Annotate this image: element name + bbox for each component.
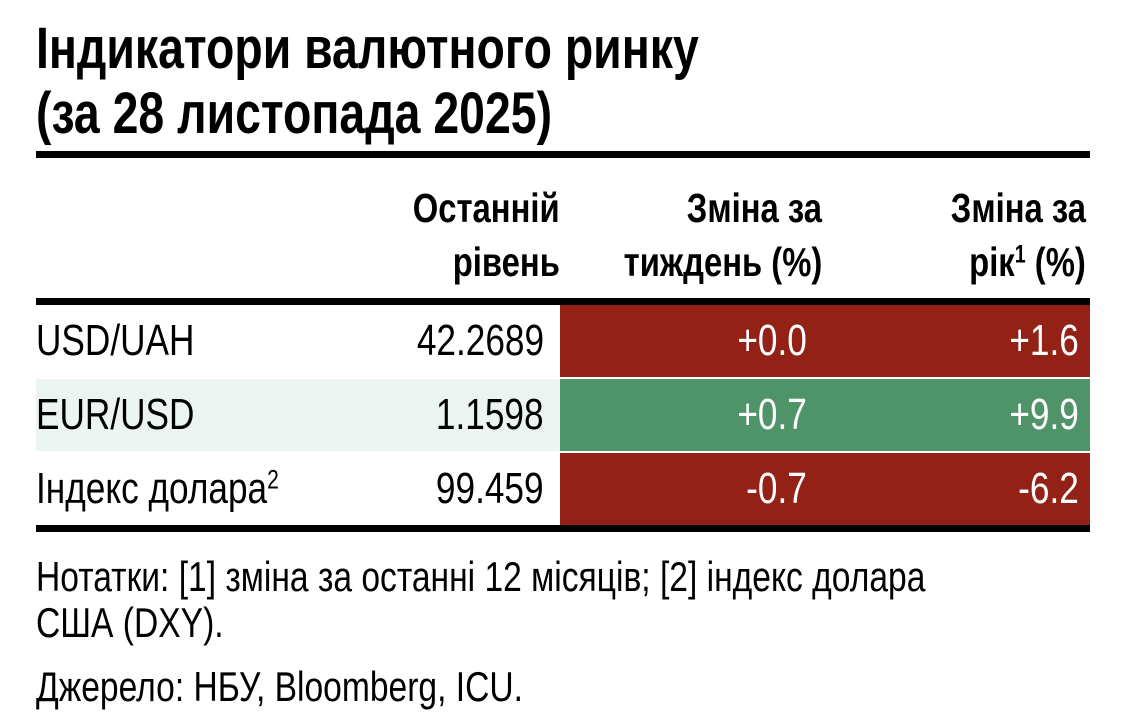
page-title-line2: (за 28 листопада 2025)	[36, 81, 553, 146]
page-title: Індикатори валютного ринку (за 28 листоп…	[36, 16, 1090, 146]
column-header-last-level: Останній рівень	[413, 185, 560, 285]
week-change-value: -0.7	[746, 464, 807, 513]
instrument-label: USD/UAH	[36, 316, 195, 365]
table-row-eur-usd: EUR/USD 1.1598 +0.7 +9.9	[36, 379, 1090, 451]
footnotes-line2: США (DXY).	[36, 599, 224, 646]
row-left-dollar-index: Індекс долара2 99.459	[36, 453, 560, 525]
footnotes: Нотатки: [1] зміна за останні 12 місяців…	[36, 554, 1090, 646]
column-header-year-change: Зміна за рік1 (%)	[950, 185, 1086, 285]
page-title-line1: Індикатори валютного ринку	[36, 16, 699, 81]
last-level-value: 42.2689	[416, 316, 544, 365]
table-body: USD/UAH 42.2689 +0.0 +1.6 EUR/USD 1.1598…	[36, 305, 1090, 525]
year-change-value: +9.9	[1009, 390, 1080, 439]
year-change-value: -6.2	[1018, 464, 1079, 513]
last-level-value: 1.1598	[436, 390, 544, 439]
week-change-value: +0.7	[737, 390, 808, 439]
row-change-cells: +0.0 +1.6	[560, 305, 1090, 377]
table-header-row: Останній рівень Зміна за тиждень (%) Змі…	[36, 181, 1090, 289]
week-change-value: +0.0	[737, 316, 808, 365]
footnote-ref-2: 2	[267, 464, 279, 495]
column-header-week-change: Зміна за тиждень (%)	[623, 185, 822, 285]
table-row-usd-uah: USD/UAH 42.2689 +0.0 +1.6	[36, 305, 1090, 377]
year-change-value: +1.6	[1009, 316, 1080, 365]
table-row-dollar-index: Індекс долара2 99.459 -0.7 -6.2	[36, 453, 1090, 525]
footnote-ref-1: 1	[1014, 241, 1026, 269]
row-change-cells: -0.7 -6.2	[560, 453, 1090, 525]
row-left-usd-uah: USD/UAH 42.2689	[36, 305, 560, 377]
title-divider	[36, 151, 1090, 158]
footnotes-line1: Нотатки: [1] зміна за останні 12 місяців…	[36, 553, 926, 600]
row-left-eur-usd: EUR/USD 1.1598	[36, 379, 560, 451]
instrument-label: EUR/USD	[36, 390, 195, 439]
instrument-label: Індекс долара2	[36, 464, 279, 513]
row-change-cells: +0.7 +9.9	[560, 379, 1090, 451]
last-level-value: 99.459	[436, 464, 544, 513]
source-line: Джерело: НБУ, Bloomberg, ICU.	[36, 663, 523, 710]
table-top-rule	[36, 298, 1090, 305]
table-bottom-rule	[36, 525, 1090, 532]
